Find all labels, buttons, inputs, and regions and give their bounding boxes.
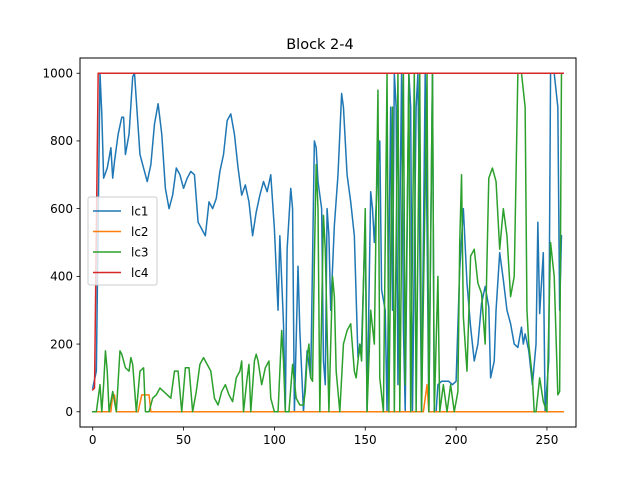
x-tick-label: 100	[263, 433, 286, 447]
chart-title: Block 2-4	[286, 37, 354, 53]
legend-label-lc4: lc4	[131, 266, 149, 280]
legend-frame	[87, 196, 158, 286]
legend-label-lc1: lc1	[131, 204, 149, 218]
legend: lc1 lc2 lc3 lc4	[87, 196, 158, 286]
y-tick-label: 800	[50, 134, 73, 148]
y-tick-label: 1000	[42, 66, 73, 80]
y-tick-label: 400	[50, 270, 73, 284]
series-line-lc1	[91, 72, 563, 413]
x-tick-label: 250	[535, 433, 558, 447]
plot-frame	[79, 57, 577, 428]
x-tick-label: 150	[354, 433, 377, 447]
x-tick-label: 0	[89, 433, 97, 447]
y-tick-label: 600	[50, 202, 73, 216]
x-tick-label: 200	[445, 433, 468, 447]
y-axis: 0 200 400 600 800 1000	[42, 66, 80, 419]
x-tick-label: 50	[176, 433, 191, 447]
x-axis: 0 50 100 150 200 250	[89, 427, 558, 447]
y-tick-label: 0	[65, 405, 73, 419]
series-line-lc3	[91, 72, 563, 413]
series-lines	[91, 72, 565, 413]
legend-label-lc3: lc3	[131, 245, 149, 259]
legend-label-lc2: lc2	[131, 225, 149, 239]
y-tick-label: 200	[50, 337, 73, 351]
